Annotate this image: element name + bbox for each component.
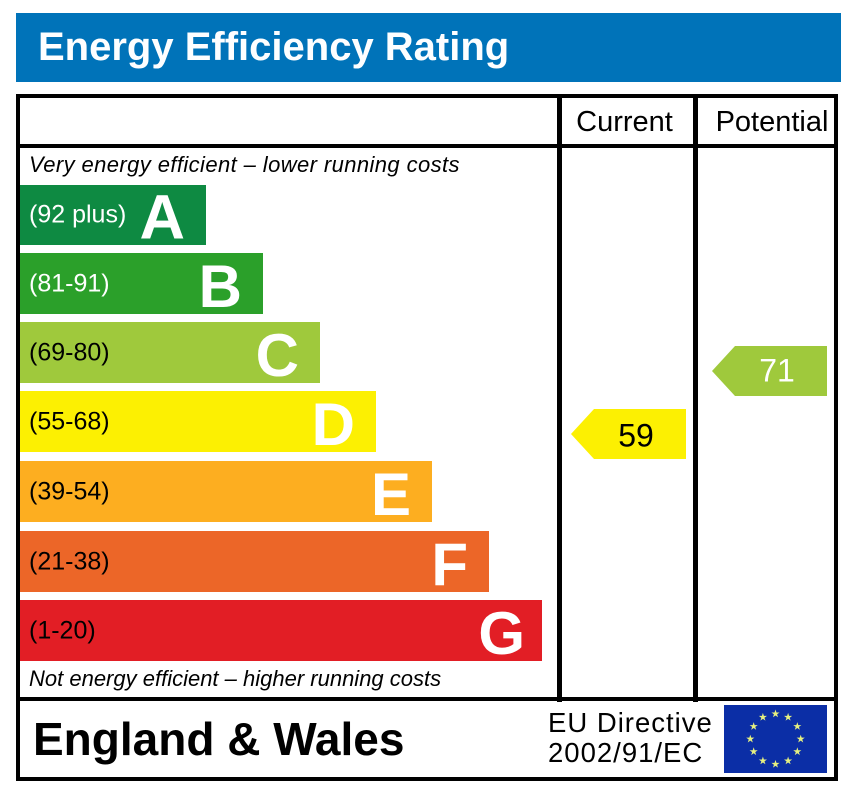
svg-text:71: 71	[759, 353, 795, 389]
svg-text:59: 59	[618, 418, 654, 454]
